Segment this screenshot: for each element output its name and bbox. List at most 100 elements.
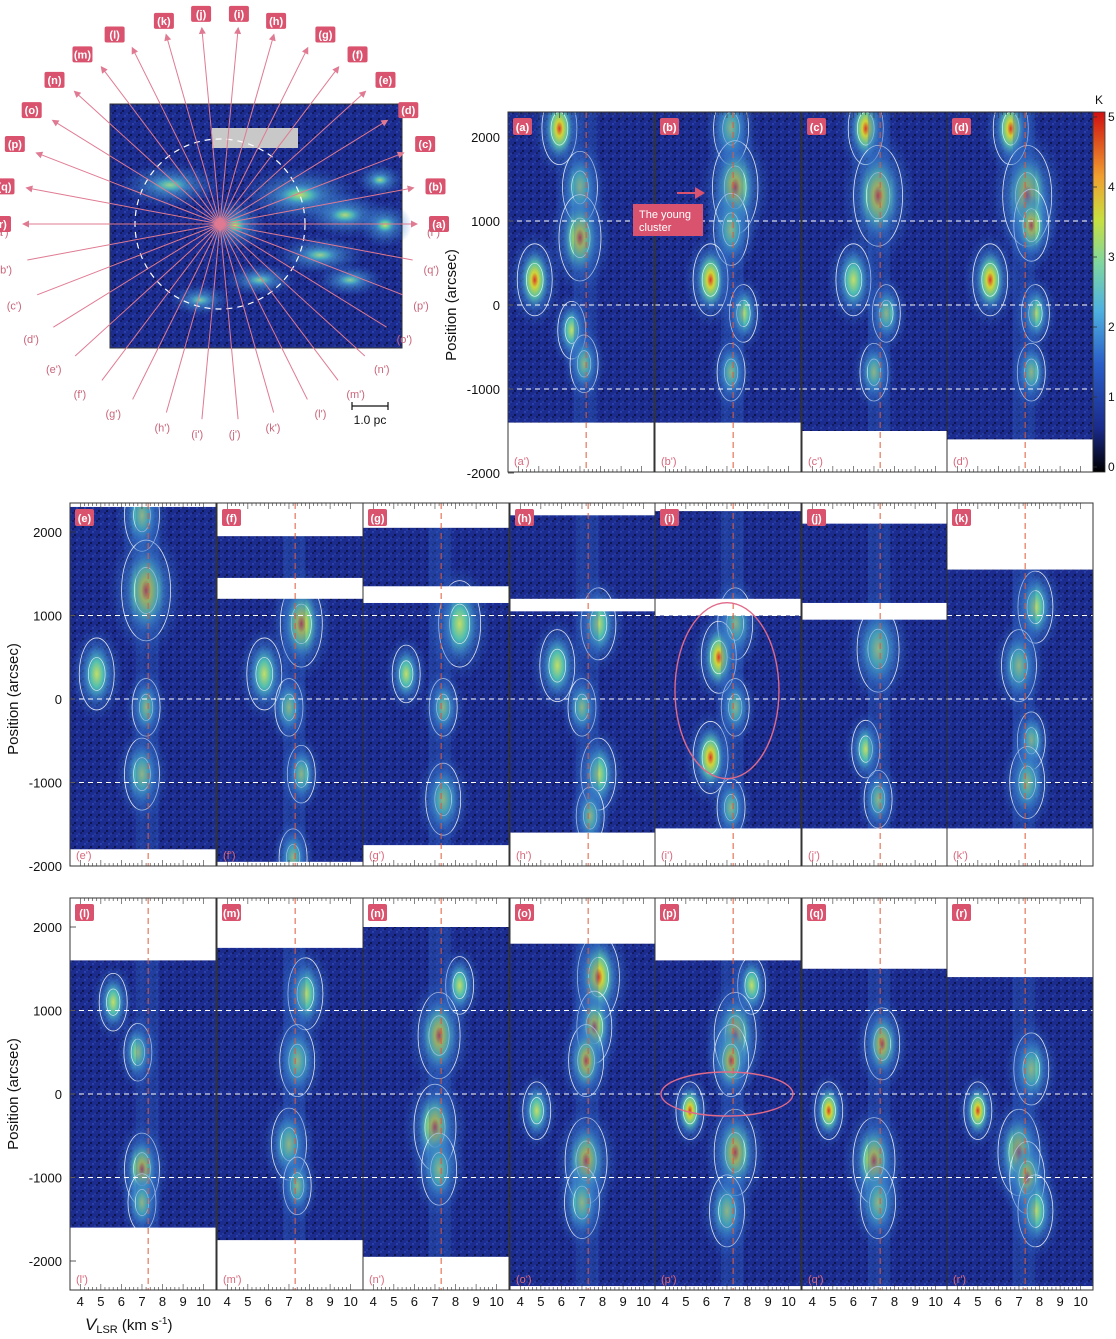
- panel-prime-label: (a'): [514, 456, 530, 468]
- contour: [449, 603, 471, 644]
- x-tick-label: 7: [138, 1294, 145, 1309]
- panel-prime-label: (h'): [516, 850, 532, 862]
- contour: [844, 262, 863, 297]
- no-data-mask: [802, 503, 948, 524]
- emission-clump: [696, 727, 725, 788]
- contour: [286, 844, 301, 866]
- contour: [722, 212, 740, 247]
- contour: [864, 1007, 901, 1081]
- highlight-ellipse: [660, 1071, 794, 1117]
- panel-prime-label: (n'): [369, 1274, 385, 1286]
- cut-prime-label: (j'): [229, 429, 241, 441]
- x-tick-label: 5: [390, 1294, 397, 1309]
- contour: [522, 1081, 552, 1140]
- contour: [1013, 188, 1050, 262]
- y-axis-title: Position (arcsec): [443, 249, 460, 361]
- cut-label: (f): [347, 46, 368, 63]
- x-tick-label: 9: [326, 1294, 333, 1309]
- x-tick-label: 5: [682, 1294, 689, 1309]
- contour: [274, 678, 304, 737]
- cut-prime-label: (d'): [23, 334, 39, 346]
- cut-label: (h): [266, 12, 287, 29]
- contour: [859, 343, 889, 402]
- panel-prime-label: (p'): [661, 1274, 677, 1286]
- panel-label-text: (c): [810, 122, 824, 134]
- cut-label-text: (p): [8, 139, 22, 151]
- no-data-mask: [802, 828, 948, 866]
- emission-clump: [572, 339, 596, 388]
- emission-clump: [976, 249, 1005, 310]
- panel-frame: [507, 111, 655, 473]
- panel-frame: [654, 502, 802, 867]
- contour: [1018, 765, 1036, 800]
- cut-label: (l): [104, 26, 125, 43]
- panel-label: (a): [513, 118, 532, 135]
- panel-label-text: (h): [517, 513, 531, 525]
- panel-label-text: (d): [954, 122, 968, 134]
- panel-label-badge: [222, 904, 241, 921]
- contour: [724, 358, 739, 386]
- emission-clump: [839, 249, 868, 310]
- contour: [1016, 343, 1046, 402]
- no-data-mask: [655, 598, 801, 616]
- contour: [709, 640, 728, 675]
- emission-clump: [431, 683, 455, 732]
- panel-frame: [69, 502, 217, 867]
- emission-clump: [966, 1086, 990, 1135]
- contour: [835, 243, 872, 317]
- x-tick-label: 9: [764, 1294, 771, 1309]
- emission-clump: [570, 683, 594, 732]
- map-emission-core: [336, 274, 364, 286]
- panel-label-badge: [952, 509, 971, 526]
- contour: [1022, 208, 1041, 243]
- emission-clump: [704, 627, 733, 688]
- cut-arrowhead: [358, 90, 367, 98]
- cut-label-text: (l): [109, 29, 120, 41]
- panel-prime-label: (l'): [76, 1274, 88, 1286]
- contour: [281, 693, 297, 721]
- emission-ridge: [720, 112, 744, 472]
- cut-label: (g): [315, 26, 336, 43]
- no-data-mask: [363, 586, 509, 603]
- colorbar-gradient: [1092, 111, 1106, 473]
- contour: [279, 1024, 316, 1097]
- no-data-mask: [508, 422, 654, 472]
- contour: [1026, 590, 1045, 625]
- contour: [428, 678, 458, 737]
- emission-clump: [134, 683, 158, 732]
- emission-clump: [572, 1030, 601, 1091]
- annotation-line-1: The young: [639, 209, 691, 221]
- contour: [963, 1081, 993, 1140]
- x-tick-label: 8: [744, 1294, 751, 1309]
- emission-ridge: [867, 503, 891, 866]
- contour: [78, 637, 115, 711]
- cut-prime-label: (l'): [314, 409, 326, 421]
- no-data-mask: [655, 1286, 801, 1290]
- contour: [863, 770, 893, 829]
- colorbar-tick-label: 3: [1108, 250, 1115, 264]
- emission-clump: [861, 612, 895, 685]
- panel-prime-label: (d'): [953, 456, 969, 468]
- no-data-mask: [947, 1286, 1093, 1290]
- contour: [853, 144, 903, 247]
- y-tick-label: -1000: [467, 382, 500, 397]
- x-tick-label: 10: [928, 1294, 942, 1309]
- emission-clump: [422, 999, 456, 1072]
- y-tick-label: 2000: [33, 525, 62, 540]
- panel-label-text: (j): [811, 513, 822, 525]
- pv-panel-o: (o) (o'): [509, 897, 657, 1291]
- colorbar: K5 4 3 2 1 0: [1092, 93, 1115, 474]
- no-data-mask: [655, 898, 801, 961]
- cut-arrowhead: [332, 65, 340, 74]
- cut-label: (k): [153, 12, 174, 29]
- scale-bar-label: 1.0 pc: [354, 413, 387, 427]
- cut-label-text: (g): [318, 29, 332, 41]
- contour: [716, 343, 746, 402]
- panel-label: (p): [660, 904, 679, 921]
- emission-clump: [82, 643, 111, 704]
- map-emission-core: [276, 184, 324, 206]
- emission-clump: [858, 153, 898, 238]
- cut-label-text: (j): [196, 9, 207, 21]
- cut-arrowhead: [73, 90, 82, 98]
